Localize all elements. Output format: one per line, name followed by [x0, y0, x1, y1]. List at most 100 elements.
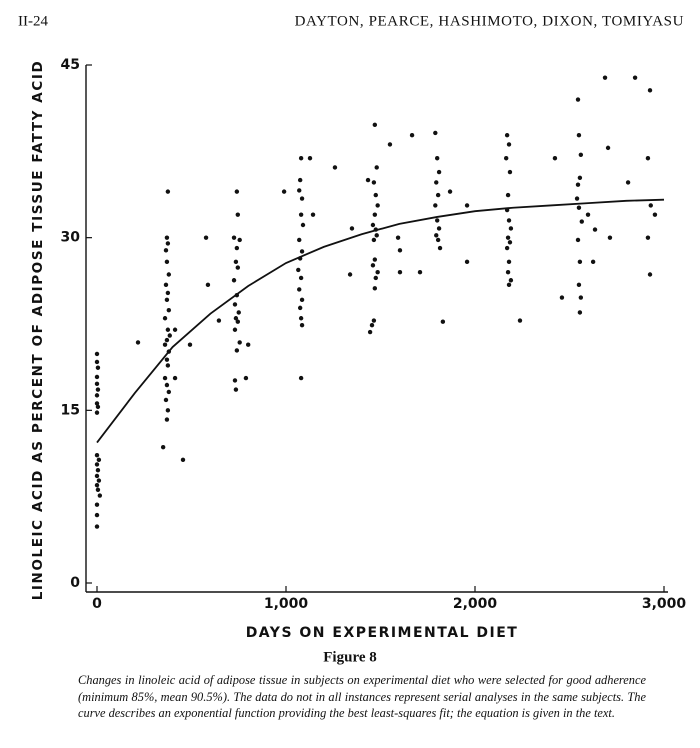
- data-point: [576, 282, 582, 288]
- data-point: [94, 482, 100, 488]
- data-point: [372, 286, 378, 291]
- data-point: [307, 156, 313, 161]
- data-point: [297, 188, 302, 193]
- data-point: [647, 88, 653, 93]
- data-point: [503, 156, 509, 161]
- data-point: [372, 122, 378, 128]
- data-point: [165, 189, 171, 194]
- data-point: [464, 203, 470, 208]
- caption: Changes in linoleic acid of adipose tiss…: [78, 673, 646, 720]
- x-tick-label: 2,000: [453, 596, 498, 612]
- data-point: [205, 282, 211, 288]
- data-point: [166, 272, 172, 277]
- data-point: [505, 270, 511, 275]
- data-point: [237, 340, 242, 345]
- data-point: [232, 378, 238, 383]
- data-point: [435, 237, 441, 243]
- data-point: [504, 245, 510, 251]
- data-point: [647, 272, 653, 277]
- data-point: [577, 175, 583, 181]
- data-point: [95, 487, 101, 492]
- data-point: [94, 401, 100, 406]
- data-point: [577, 259, 583, 265]
- y-axis-title: LINOLEIC ACID AS PERCENT OF ADIPOSE TISS…: [30, 60, 46, 601]
- data-point: [369, 322, 375, 328]
- data-point: [590, 259, 596, 265]
- data-point: [297, 305, 303, 311]
- data-point: [436, 226, 442, 231]
- data-point: [297, 237, 302, 243]
- data-point: [434, 180, 439, 185]
- data-point: [235, 212, 241, 217]
- data-point: [180, 457, 186, 463]
- y-tick-label: 30: [61, 230, 81, 246]
- data-point: [371, 180, 377, 185]
- data-point: [576, 205, 582, 210]
- data-point: [370, 263, 376, 268]
- data-point: [332, 165, 338, 170]
- data-point: [236, 310, 241, 315]
- y-tick-label: 0: [70, 575, 80, 591]
- data-point: [94, 502, 100, 507]
- fit-curve: [96, 198, 665, 444]
- data-point: [577, 310, 583, 315]
- data-point: [372, 257, 378, 262]
- data-point: [648, 203, 653, 208]
- data-point: [434, 233, 439, 238]
- data-point: [203, 235, 209, 240]
- data-point: [435, 192, 441, 198]
- data-point: [575, 182, 581, 187]
- data-point: [508, 226, 514, 231]
- data-point: [237, 237, 242, 243]
- x-tick-label: 1,000: [264, 596, 309, 612]
- x-axis-title: DAYS ON EXPERIMENTAL DIET: [246, 625, 519, 641]
- data-point: [164, 382, 170, 388]
- data-point: [96, 457, 102, 463]
- data-point: [578, 152, 584, 157]
- data-point: [231, 235, 237, 240]
- data-point: [281, 189, 287, 194]
- data-point: [164, 357, 170, 362]
- data-point: [246, 342, 251, 347]
- data-point: [370, 222, 376, 228]
- data-point: [235, 265, 241, 270]
- data-point: [297, 287, 302, 292]
- data-point: [505, 235, 511, 240]
- data-point: [163, 397, 169, 403]
- data-point: [187, 342, 193, 347]
- data-point: [574, 196, 580, 201]
- data-point: [95, 404, 101, 410]
- data-point: [299, 322, 305, 328]
- data-point: [233, 316, 239, 321]
- figure-label: Figure 8: [323, 649, 376, 665]
- data-point: [97, 493, 103, 498]
- data-point: [506, 259, 512, 265]
- data-point: [94, 393, 100, 398]
- data-point: [95, 387, 101, 392]
- data-point: [372, 212, 378, 217]
- data-point: [298, 316, 304, 321]
- data-point: [232, 302, 238, 307]
- data-point: [395, 235, 401, 240]
- data-point: [417, 270, 423, 275]
- running-head: DAYTON, PEARCE, HASHIMOTO, DIXON, TOMIYA…: [295, 13, 684, 29]
- data-point: [235, 319, 241, 324]
- data-point: [349, 226, 355, 231]
- data-point: [440, 319, 446, 324]
- data-point: [437, 245, 443, 251]
- data-point: [300, 222, 306, 228]
- data-point: [164, 337, 170, 343]
- data-point: [234, 348, 240, 353]
- data-point: [165, 327, 171, 332]
- data-point: [94, 524, 100, 529]
- data-point: [94, 359, 100, 365]
- data-point: [559, 295, 565, 300]
- data-point: [165, 290, 171, 296]
- data-point: [505, 192, 511, 198]
- data-point: [94, 462, 100, 467]
- data-point: [347, 272, 353, 277]
- data-point: [365, 177, 371, 183]
- data-point: [167, 333, 172, 338]
- data-point: [375, 270, 380, 275]
- data-point: [371, 237, 377, 243]
